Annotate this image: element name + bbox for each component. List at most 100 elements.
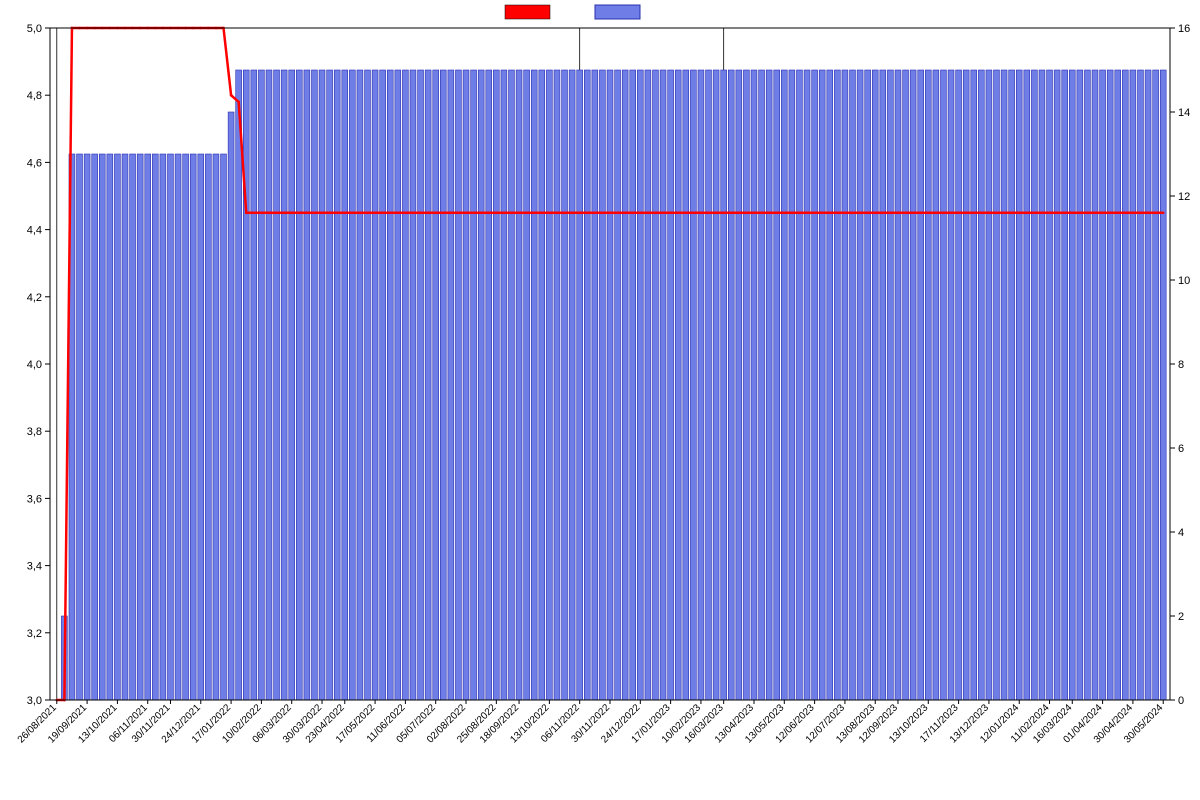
bar xyxy=(834,70,840,700)
line-marker xyxy=(343,212,346,215)
line-marker xyxy=(897,212,900,215)
bar xyxy=(402,70,408,700)
line-marker xyxy=(306,212,309,215)
bar xyxy=(425,70,431,700)
bar xyxy=(433,70,439,700)
line-marker xyxy=(1162,212,1165,215)
y-right-tick-label: 4 xyxy=(1178,527,1184,539)
bar xyxy=(622,70,628,700)
bar xyxy=(766,70,772,700)
line-marker xyxy=(548,212,551,215)
line-marker xyxy=(836,212,839,215)
y-left-tick-label: 3,0 xyxy=(27,695,42,707)
line-marker xyxy=(427,212,430,215)
bar xyxy=(1084,70,1090,700)
line-marker xyxy=(972,212,975,215)
bar xyxy=(554,70,560,700)
line-marker xyxy=(1018,212,1021,215)
line-marker xyxy=(775,212,778,215)
bar xyxy=(205,154,211,700)
line-marker xyxy=(942,212,945,215)
bar xyxy=(675,70,681,700)
line-marker xyxy=(609,212,612,215)
line-marker xyxy=(707,212,710,215)
bar xyxy=(1009,70,1015,700)
line-marker xyxy=(412,212,415,215)
bar xyxy=(963,70,969,700)
line-marker xyxy=(995,212,998,215)
line-marker xyxy=(533,212,536,215)
bar xyxy=(198,154,204,700)
bar xyxy=(410,70,416,700)
bar xyxy=(168,154,174,700)
y-left-tick-label: 3,4 xyxy=(27,561,42,573)
bar xyxy=(258,70,264,700)
bar xyxy=(1069,70,1075,700)
line-marker xyxy=(950,212,953,215)
bar xyxy=(804,70,810,700)
bar xyxy=(448,70,454,700)
bar xyxy=(668,70,674,700)
line-marker xyxy=(684,212,687,215)
bar xyxy=(925,70,931,700)
line-marker xyxy=(980,212,983,215)
line-marker xyxy=(359,212,362,215)
bar xyxy=(986,70,992,700)
line-marker xyxy=(965,212,968,215)
line-marker xyxy=(1063,212,1066,215)
bar xyxy=(759,70,765,700)
bar xyxy=(1031,70,1037,700)
legend-swatch-line xyxy=(505,5,550,19)
line-marker xyxy=(1026,212,1029,215)
bar xyxy=(327,70,333,700)
bar xyxy=(296,70,302,700)
combo-chart: 3,03,23,43,63,84,04,24,44,64,85,00246810… xyxy=(0,0,1200,800)
line-marker xyxy=(1003,212,1006,215)
line-marker xyxy=(283,212,286,215)
y-left-tick-label: 4,0 xyxy=(27,359,42,371)
bar xyxy=(319,70,325,700)
line-marker xyxy=(859,212,862,215)
line-marker xyxy=(631,212,634,215)
bar xyxy=(584,70,590,700)
bar xyxy=(1160,70,1166,700)
line-marker xyxy=(419,212,422,215)
bar xyxy=(660,70,666,700)
bar xyxy=(311,70,317,700)
bar xyxy=(539,70,545,700)
y-right-tick-label: 16 xyxy=(1178,23,1190,35)
bar xyxy=(463,70,469,700)
bar xyxy=(478,70,484,700)
y-right-tick-label: 10 xyxy=(1178,275,1190,287)
line-marker xyxy=(366,212,369,215)
line-marker xyxy=(654,212,657,215)
line-marker xyxy=(957,212,960,215)
bar xyxy=(630,70,636,700)
line-marker xyxy=(351,212,354,215)
line-marker xyxy=(935,212,938,215)
line-marker xyxy=(290,212,293,215)
bar xyxy=(592,70,598,700)
bar xyxy=(190,154,196,700)
bar xyxy=(918,70,924,700)
line-marker xyxy=(1139,212,1142,215)
bar xyxy=(509,70,515,700)
y-left-tick-label: 3,2 xyxy=(27,628,42,640)
bar xyxy=(122,154,128,700)
line-marker xyxy=(487,212,490,215)
line-marker xyxy=(882,212,885,215)
bar xyxy=(1122,70,1128,700)
bar xyxy=(933,70,939,700)
line-marker xyxy=(1079,212,1082,215)
bar xyxy=(516,70,522,700)
bar xyxy=(850,70,856,700)
y-right-tick-label: 12 xyxy=(1178,191,1190,203)
y-left-tick-label: 4,8 xyxy=(27,90,42,102)
line-marker xyxy=(760,212,763,215)
line-marker xyxy=(328,212,331,215)
bar xyxy=(213,154,219,700)
y-left-tick-label: 4,2 xyxy=(27,292,42,304)
line-marker xyxy=(594,212,597,215)
line-marker xyxy=(700,212,703,215)
line-marker xyxy=(738,212,741,215)
